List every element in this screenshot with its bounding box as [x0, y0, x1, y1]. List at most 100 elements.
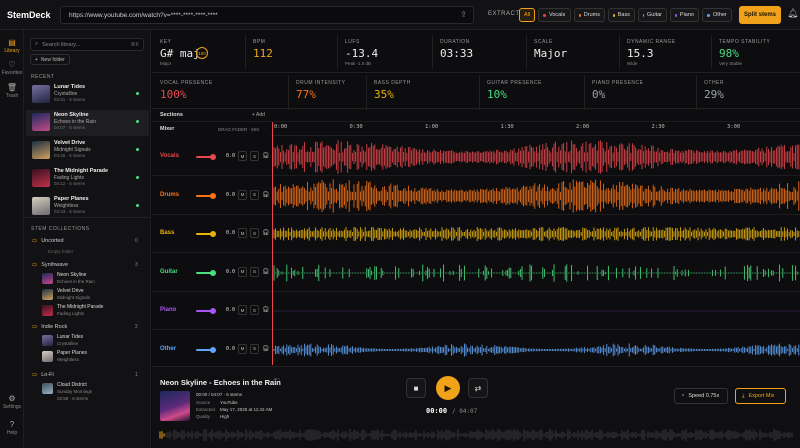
- url-input[interactable]: https://www.youtube.com/watch?v=****-***…: [60, 6, 474, 24]
- track-name: Drums: [160, 191, 180, 198]
- headphones-icon[interactable]: 🎧︎: [262, 345, 270, 352]
- share-icon[interactable]: ⇪: [460, 10, 467, 19]
- waveform-other[interactable]: [273, 332, 800, 368]
- volume-fader[interactable]: [196, 194, 213, 197]
- waveform-guitar[interactable]: [273, 255, 800, 291]
- rail-trash[interactable]: 🗑︎ Trash: [0, 83, 24, 99]
- volume-fader[interactable]: [196, 156, 213, 158]
- library-search-input[interactable]: ⌕ Search library... ⌘K: [30, 38, 144, 51]
- play-button[interactable]: ▶: [436, 376, 460, 400]
- waveform-drums[interactable]: [273, 178, 800, 214]
- fader-knob[interactable]: [210, 192, 216, 199]
- speed-icon: ◔: [681, 393, 685, 399]
- fader-knob[interactable]: [210, 231, 216, 237]
- loop-button[interactable]: ⇄: [468, 378, 488, 398]
- solo-button[interactable]: S: [250, 189, 259, 200]
- mute-button[interactable]: M: [238, 189, 247, 200]
- rail-library[interactable]: ▤ Library: [0, 38, 24, 54]
- solo-button[interactable]: S: [250, 151, 259, 161]
- stem-chip-vocals[interactable]: Vocals: [538, 8, 571, 22]
- stop-button[interactable]: ■: [406, 378, 426, 398]
- collection-folder[interactable]: ▭ Uncorted: [32, 238, 64, 244]
- solo-button[interactable]: S: [250, 228, 259, 238]
- overview-waveform[interactable]: [158, 428, 794, 442]
- collection-track[interactable]: Neon Skyline Echoes in the Rain: [42, 272, 142, 288]
- recent-item[interactable]: Velvet Drive Midnight Signals 03:46 · 6 st…: [26, 138, 149, 164]
- stem-chip-other[interactable]: Other: [702, 8, 732, 22]
- headphones-icon[interactable]: 🎧︎: [262, 230, 270, 236]
- recent-title: Neon Skyline: [54, 112, 89, 118]
- collection-track[interactable]: The Midnight Parade Fading Lights: [42, 304, 142, 320]
- recent-item[interactable]: Neon Skyline Echoes in the Rain 04:07 · 6 …: [26, 110, 149, 136]
- mute-button[interactable]: M: [238, 228, 247, 238]
- waveform-bass[interactable]: [273, 216, 800, 252]
- stat-piano-presence: PIANO PRESENCE 0%: [584, 72, 696, 113]
- headphones-icon[interactable]: 🎧︎: [262, 191, 270, 198]
- plus-icon: +: [35, 56, 38, 63]
- volume-fader[interactable]: [196, 348, 213, 351]
- stat-key: KEY G# maj 100 Major: [152, 31, 245, 72]
- bell-icon[interactable]: 🔔︎: [787, 8, 799, 18]
- stat-bass-depth: BASS DEPTH 35%: [366, 72, 479, 113]
- headphones-icon[interactable]: 🎧︎: [262, 153, 270, 159]
- rail-settings[interactable]: ⚙ Settings: [0, 394, 24, 410]
- rail-help[interactable]: ? Help: [0, 420, 24, 436]
- mute-button[interactable]: M: [238, 266, 247, 277]
- headphones-icon[interactable]: 🎧︎: [262, 268, 270, 275]
- recent-title: Lunar Tides: [54, 84, 86, 90]
- mute-button[interactable]: M: [238, 305, 247, 315]
- folder-icon: ▭: [32, 372, 38, 378]
- fader-knob[interactable]: [210, 308, 216, 314]
- recent-artist: Midnight Signals: [54, 147, 91, 153]
- collection-track[interactable]: Lunar Tides Crystalline: [42, 334, 142, 350]
- top-bar: StemDeck https://www.youtube.com/watch?v…: [0, 0, 800, 30]
- collection-folder[interactable]: ▭ Lo-Fi: [32, 372, 54, 378]
- solo-button[interactable]: S: [250, 266, 259, 277]
- recent-item[interactable]: Paper Planes Weightless 03:33 · 6 stems: [26, 194, 149, 220]
- collection-track[interactable]: Cloud District Sunday Mornings 02:58 · 6 s…: [42, 382, 142, 401]
- track-thumbnail: [32, 141, 50, 159]
- fader-knob[interactable]: [210, 346, 216, 353]
- collection-track[interactable]: Paper Planes Weightless: [42, 350, 142, 366]
- playhead[interactable]: [272, 122, 273, 365]
- speed-button[interactable]: ◔ Speed 0.75x: [674, 388, 728, 404]
- current-time: 00:00: [426, 407, 448, 415]
- mute-button[interactable]: M: [238, 343, 247, 354]
- url-text: https://www.youtube.com/watch?v=****-***…: [69, 11, 218, 19]
- recent-item[interactable]: The Midnight Parade Fading Lights 04:12 · …: [26, 166, 149, 192]
- new-folder-button[interactable]: + New folder: [30, 54, 70, 65]
- stat-value: 100%: [160, 88, 187, 101]
- stem-chip-bass[interactable]: Bass: [608, 8, 635, 22]
- rail-favorites[interactable]: ♡ Favorites: [1, 60, 23, 76]
- waveform-piano[interactable]: [273, 293, 800, 329]
- fader-knob[interactable]: [210, 154, 216, 160]
- collection-folder[interactable]: ▭ Indie Rock: [32, 324, 68, 330]
- stem-chip-drums[interactable]: Drums: [574, 8, 605, 22]
- meta-extracted: Extracted May 17, 2025 at 11:42 AM: [196, 407, 273, 412]
- favorite-heart-icon[interactable]: ♡: [273, 377, 281, 386]
- stat-value: 03:33: [440, 47, 474, 60]
- volume-fader[interactable]: [196, 310, 213, 312]
- stem-chip-piano[interactable]: Piano: [670, 8, 699, 22]
- headphones-icon[interactable]: 🎧︎: [262, 307, 270, 313]
- solo-button[interactable]: S: [250, 305, 259, 315]
- mixer-header: Mixer DRAG FADER · M/S: [152, 122, 271, 136]
- stat-label: BPM: [253, 39, 266, 45]
- stem-chip-guitar[interactable]: Guitar: [638, 8, 667, 22]
- collection-track[interactable]: Velvet Drive Midnight Signals: [42, 288, 142, 304]
- fader-knob[interactable]: [210, 269, 216, 276]
- stem-chip-all[interactable]: All: [519, 8, 535, 22]
- solo-button[interactable]: S: [250, 343, 259, 354]
- time-ruler[interactable]: 0:000:301:001:302:002:303:003:30: [271, 122, 800, 136]
- collection-count: 2: [135, 324, 138, 330]
- collection-folder[interactable]: ▭ Synthwave: [32, 262, 69, 268]
- add-section-button[interactable]: + Add: [252, 112, 265, 118]
- split-stems-button[interactable]: Split stems: [739, 6, 781, 24]
- waveform-vocals[interactable]: [273, 139, 800, 175]
- stat-label: OTHER: [704, 80, 724, 86]
- mute-button[interactable]: M: [238, 151, 247, 161]
- export-mix-button[interactable]: ⤓ Export Mix: [735, 388, 786, 404]
- volume-fader[interactable]: [196, 271, 213, 274]
- recent-item[interactable]: Lunar Tides Crystalline 03:21 · 6 stems: [26, 82, 149, 108]
- volume-fader[interactable]: [196, 233, 213, 235]
